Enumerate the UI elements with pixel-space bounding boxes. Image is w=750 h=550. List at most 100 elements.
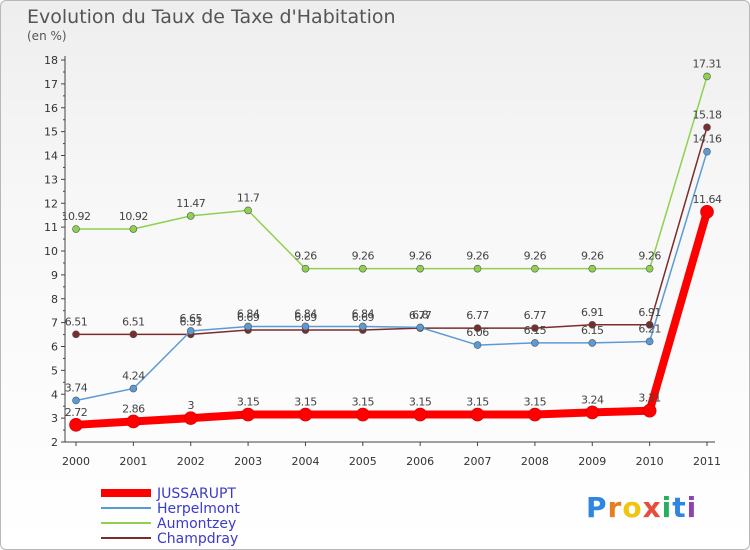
y-tick-label: 10: [44, 245, 58, 258]
data-label: 10.92: [62, 210, 91, 223]
x-tick-label: 2009: [578, 455, 606, 468]
x-tick-label: 2000: [62, 455, 90, 468]
data-point: [359, 264, 367, 273]
data-label: 10.92: [119, 210, 148, 223]
series-line-jussarupt: [75, 210, 711, 429]
data-label: 3: [187, 399, 194, 412]
data-point: [72, 225, 80, 233]
series-line-herpelmont: [75, 151, 708, 402]
y-tick-label: 5: [51, 364, 58, 377]
data-point: [69, 418, 83, 432]
data-label: 3.24: [581, 393, 604, 406]
data-point: [703, 72, 711, 81]
data-label: 3.15: [524, 396, 547, 409]
data-label: 3.15: [352, 396, 375, 409]
data-label: 6.91: [638, 306, 661, 319]
data-point: [645, 320, 654, 329]
data-point: [186, 212, 195, 220]
x-tick-label: 2010: [636, 455, 664, 468]
data-label: 3.15: [409, 396, 432, 409]
data-point: [126, 414, 141, 429]
data-label: 17.31: [693, 57, 722, 70]
data-point: [531, 324, 539, 332]
data-label: 3.15: [294, 396, 317, 409]
data-label: 9.26: [352, 250, 375, 263]
data-point: [244, 206, 252, 215]
data-point: [72, 396, 80, 405]
data-label: 9.26: [409, 250, 432, 263]
data-point: [531, 264, 539, 273]
data-point: [588, 339, 597, 347]
data-label: 2.72: [65, 406, 88, 419]
x-tick-label: 2008: [521, 455, 549, 468]
logo-letter: i: [686, 491, 698, 524]
data-label: 6.69: [294, 311, 317, 324]
data-point: [585, 405, 600, 420]
data-point: [416, 264, 424, 273]
data-label: 3.74: [65, 381, 88, 394]
y-tick-label: 11: [44, 221, 58, 234]
y-tick-label: 3: [51, 412, 58, 425]
legend-entry: Aumontzey: [157, 516, 236, 532]
data-point: [129, 330, 138, 339]
data-point: [531, 339, 539, 347]
legend-entry: Champdray: [157, 531, 238, 547]
x-tick-label: 2007: [464, 455, 492, 468]
y-tick-label: 14: [44, 150, 58, 163]
logo-letter: x: [642, 491, 662, 524]
data-point: [298, 407, 313, 422]
data-label: 15.18: [693, 108, 722, 121]
data-label: 6.06: [466, 326, 489, 339]
data-label: 6.84: [352, 307, 375, 320]
data-point: [473, 324, 482, 332]
data-point: [588, 264, 597, 273]
data-point: [416, 323, 424, 332]
data-label: 11.7: [237, 191, 260, 204]
logo-letter: i: [661, 491, 673, 524]
data-label: 6.69: [352, 311, 375, 324]
data-point: [186, 327, 195, 335]
data-label: 9.26: [294, 250, 317, 263]
series-line-champdray: [76, 127, 708, 336]
data-label: 3.15: [466, 396, 489, 409]
data-label: 4.24: [122, 370, 145, 383]
data-point: [359, 322, 367, 331]
logo-letter: o: [622, 491, 643, 524]
data-label: 9.26: [524, 250, 547, 263]
data-label: 9.26: [581, 250, 604, 263]
data-point: [700, 205, 714, 219]
logo-letter: t: [672, 491, 687, 524]
data-point: [645, 337, 654, 346]
logo-letter: r: [607, 491, 623, 524]
y-tick-label: 17: [44, 78, 58, 91]
y-tick-label: 4: [51, 388, 58, 401]
data-point: [183, 411, 198, 425]
data-point: [528, 407, 542, 422]
data-point: [703, 123, 711, 132]
data-label: 6.84: [294, 307, 317, 320]
data-label: 6.15: [524, 324, 547, 337]
y-tick-label: 13: [44, 173, 58, 186]
y-tick-label: 18: [44, 54, 58, 67]
series-line-aumontzey: [76, 76, 708, 270]
data-label: 9.26: [638, 250, 661, 263]
data-label: 6.51: [65, 315, 88, 328]
data-label: 11.64: [693, 193, 722, 206]
data-label: 3.15: [237, 396, 260, 409]
data-point: [642, 403, 657, 418]
x-tick-label: 2006: [406, 455, 434, 468]
y-tick-label: 8: [51, 293, 58, 306]
chart-subtitle: (en %): [27, 29, 67, 43]
x-tick-label: 2004: [291, 455, 319, 468]
data-point: [470, 407, 485, 422]
y-tick-label: 12: [44, 197, 58, 210]
data-label: 6.51: [179, 315, 202, 328]
x-tick-label: 2011: [693, 455, 721, 468]
data-point: [129, 384, 138, 393]
x-tick-label: 2002: [177, 455, 205, 468]
data-point: [241, 407, 255, 422]
data-point: [473, 264, 482, 273]
y-tick-label: 7: [51, 317, 58, 330]
data-label: 6.21: [638, 322, 661, 335]
